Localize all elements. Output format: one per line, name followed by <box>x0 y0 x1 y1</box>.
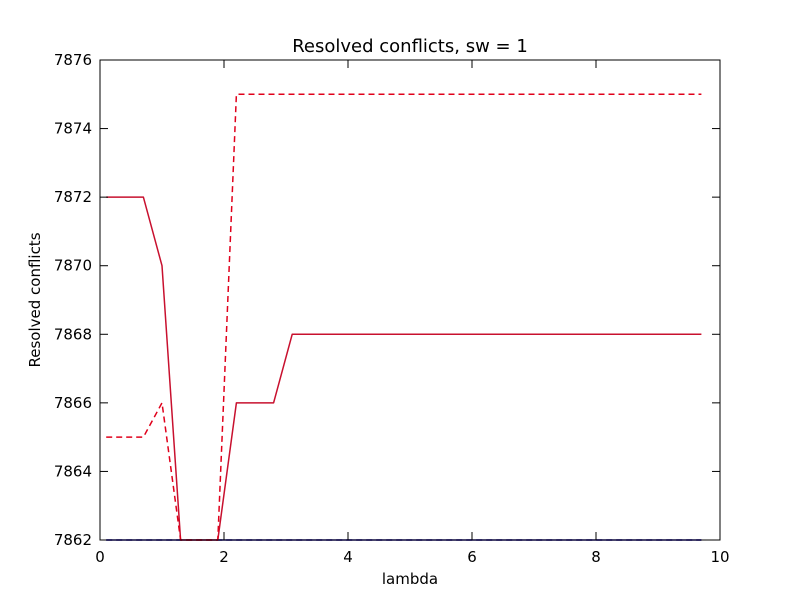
y-axis-label: Resolved conflicts <box>26 232 44 367</box>
y-tick-label: 7866 <box>54 394 92 412</box>
series-layer <box>106 93 702 541</box>
x-tick-label: 8 <box>591 548 601 566</box>
y-tick-label: 7870 <box>54 257 92 275</box>
chart-title: Resolved conflicts, sw = 1 <box>292 36 528 57</box>
y-tick-label: 7868 <box>54 325 92 343</box>
series-line-3 <box>106 196 702 541</box>
x-axis-label: lambda <box>382 570 438 588</box>
x-tick-label: 6 <box>467 548 477 566</box>
x-tick-label: 10 <box>710 548 729 566</box>
y-tick-label: 7872 <box>54 188 92 206</box>
plot-frame <box>99 59 721 541</box>
x-tick-label: 2 <box>219 548 229 566</box>
series-line-4 <box>106 93 702 541</box>
y-tick-label: 7864 <box>54 462 92 480</box>
y-tick-label: 7874 <box>54 120 92 138</box>
x-tick-label: 4 <box>343 548 353 566</box>
x-axis-ticks: 0 2 4 6 8 10 <box>95 60 730 566</box>
y-tick-label: 7876 <box>54 51 92 69</box>
y-tick-label: 7862 <box>54 531 92 549</box>
x-tick-label: 0 <box>95 548 105 566</box>
y-axis-ticks: 7862 7864 7866 7868 7870 7872 7874 7876 <box>54 51 720 549</box>
